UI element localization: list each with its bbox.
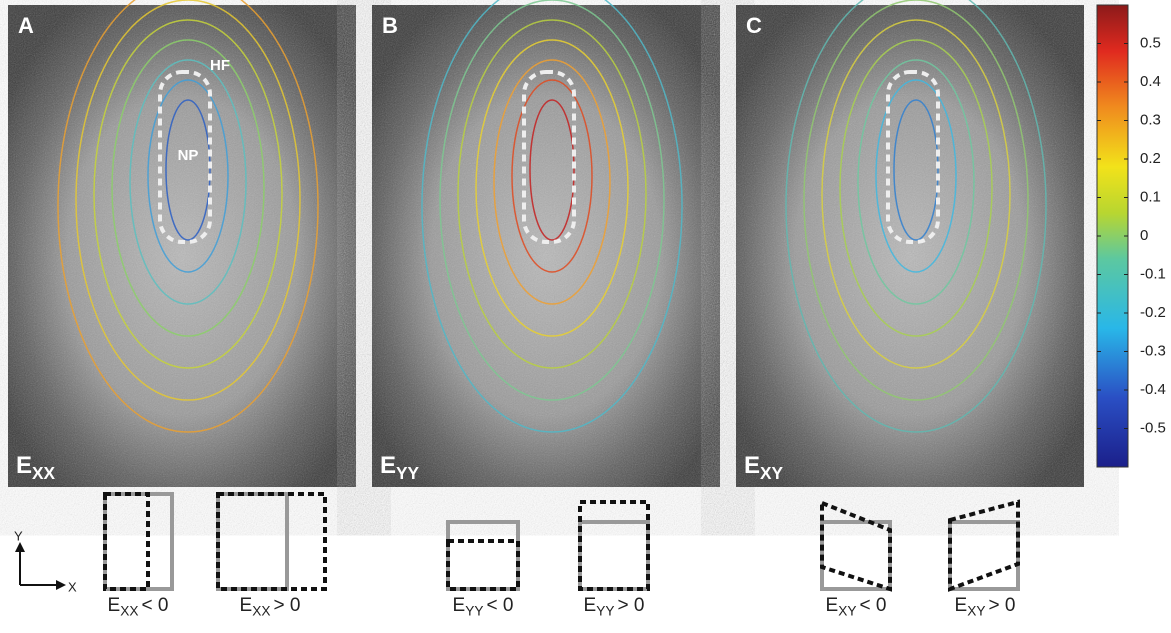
panel: B EYY: [372, 0, 720, 487]
rest: < 0: [859, 595, 886, 616]
rest: < 0: [141, 595, 168, 616]
panel-label: B: [382, 13, 398, 38]
subscript: XX: [120, 603, 138, 618]
tick-label: 0.3: [1140, 111, 1161, 128]
diagram-caption: EXX> 0: [240, 595, 301, 618]
axis-label: X: [68, 579, 77, 594]
arrow-heads: [15, 542, 66, 590]
base: E: [955, 595, 968, 616]
panel: C EXY: [736, 0, 1084, 487]
subscript: YY: [465, 603, 483, 618]
rest: > 0: [988, 595, 1015, 616]
diagram-caption: EYY> 0: [584, 595, 645, 618]
rest: > 0: [617, 595, 644, 616]
square-outline: [950, 522, 1018, 589]
base: E: [584, 595, 597, 616]
tick-label: 0.2: [1140, 150, 1161, 167]
subscript: YY: [596, 603, 614, 618]
base: E: [16, 452, 32, 479]
subscript: YY: [396, 463, 420, 483]
panel-label: C: [746, 13, 762, 38]
figure: AEXXHFNPBEYYCEXY 0.50.40.30.20.10-0.1-0.…: [0, 0, 1171, 628]
base: E: [108, 595, 121, 616]
base: E: [453, 595, 466, 616]
annotation: NP: [178, 147, 199, 164]
tick-label: -0.3: [1140, 342, 1166, 359]
tick-label: -0.1: [1140, 265, 1166, 282]
panel-label: A: [18, 13, 34, 38]
tick-label: -0.2: [1140, 304, 1166, 321]
square-outline: [822, 503, 890, 589]
square-outline: [950, 502, 1018, 589]
square-outline: [448, 541, 518, 589]
tick-label: 0: [1140, 227, 1148, 244]
square-outline: [580, 522, 648, 589]
base: E: [826, 595, 839, 616]
tick-label: 0.5: [1140, 34, 1161, 51]
base: E: [744, 452, 760, 479]
base: E: [240, 595, 253, 616]
axis-label: Y: [14, 528, 23, 543]
square-outline: [218, 494, 287, 589]
colorbar-gradient: [1097, 5, 1128, 467]
diagram-caption: EYY< 0: [453, 595, 514, 618]
subscript: XY: [760, 463, 784, 483]
square-outline: [105, 494, 148, 589]
panel: A EXX HF NP: [8, 0, 356, 487]
square-outline: [448, 522, 518, 589]
diagram-caption: EXY> 0: [955, 595, 1016, 618]
subscript: XY: [967, 603, 985, 618]
square-outline: [105, 494, 172, 589]
base: E: [380, 452, 396, 479]
rest: > 0: [273, 595, 300, 616]
annotation: HF: [210, 57, 230, 74]
tick-label: -0.4: [1140, 381, 1166, 398]
tick-label: -0.5: [1140, 419, 1166, 436]
rest: < 0: [486, 595, 513, 616]
subscript: XX: [252, 603, 270, 618]
diagram-caption: EXY< 0: [826, 595, 887, 618]
square-outline: [218, 494, 325, 589]
axis-arrows: [20, 548, 60, 585]
diagram-caption: EXX< 0: [108, 595, 169, 618]
subscript: XX: [32, 463, 56, 483]
tick-label: 0.1: [1140, 188, 1161, 205]
colorbar: 0.5 0.4 0.3 0.2 0.1 0 -0.1 -0.2 -0.3 -0.4 -0.5: [1097, 5, 1166, 467]
tick-label: 0.4: [1140, 73, 1161, 90]
square-outline: [580, 502, 648, 589]
subscript: XY: [838, 603, 856, 618]
square-outline: [822, 522, 890, 589]
